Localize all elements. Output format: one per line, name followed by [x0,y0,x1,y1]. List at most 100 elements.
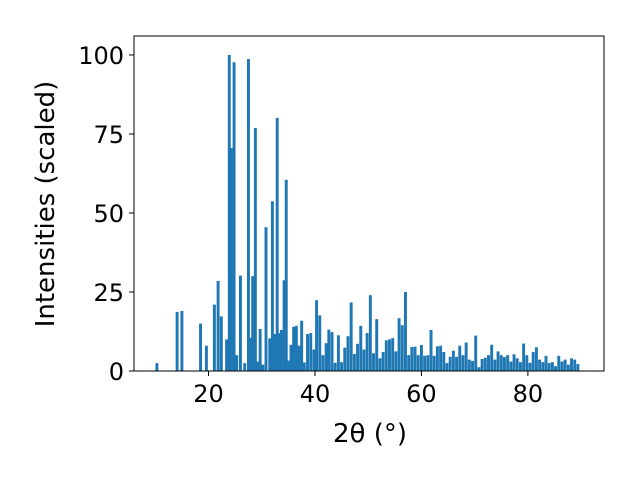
bar [352,353,356,371]
bar [365,333,369,371]
bar [426,355,430,371]
bar [518,362,522,371]
bar [282,280,286,371]
bar [528,362,532,371]
bar [550,362,554,371]
bar [496,351,500,371]
bar [264,227,268,371]
plot-frame [133,35,605,372]
bar [297,345,301,371]
bar [573,359,577,371]
bar [419,345,423,371]
bar [232,62,236,371]
bar [391,338,395,371]
bar [289,344,293,371]
bar [315,300,319,371]
bar [256,361,259,371]
bar [333,362,337,371]
bar [246,59,250,371]
bar [356,343,360,371]
bar [384,340,388,371]
bar [292,326,296,371]
bar [461,355,465,371]
bar [467,359,471,371]
y-tick-label: 100 [78,42,124,70]
bar [429,329,433,371]
bar [557,355,561,371]
bar [525,355,529,371]
bar [277,333,281,371]
bar [375,319,379,371]
bar [346,336,350,371]
bar [253,127,257,371]
bar [378,358,382,371]
bar [258,328,262,371]
bar [249,337,253,371]
bar [362,349,366,371]
bar [407,355,411,371]
bar [490,344,494,371]
bar [576,364,580,371]
bar [343,347,347,371]
bar [435,346,439,371]
bar [531,352,535,371]
bar [340,362,344,371]
bar [216,280,220,371]
bar [512,354,516,371]
bar [243,363,247,371]
bar [397,318,401,371]
bar [563,359,567,371]
bar [544,355,548,371]
bar [302,362,306,371]
bar [560,361,564,371]
bar [464,342,468,371]
x-axis-label: 2θ (°) [333,419,407,449]
bar [423,355,427,371]
bar [251,276,255,371]
bar [180,310,184,371]
bar [442,352,446,371]
bar [570,358,573,371]
bar [225,339,229,371]
bar [554,366,558,371]
bar [474,335,478,371]
bar [413,346,417,371]
bar [509,361,513,371]
x-tick-label: 80 [513,380,544,408]
bar [538,359,542,371]
bar [336,335,340,371]
bar [483,357,487,371]
bar [368,295,372,371]
bar [432,355,436,371]
bar [566,364,570,371]
y-tick-label: 25 [93,279,124,307]
bar [268,338,272,371]
bar [359,325,363,371]
bar [279,329,283,371]
bar [275,117,279,371]
bar [175,311,179,371]
bar [451,350,455,371]
bar [261,364,265,371]
bar [506,355,510,371]
bar [199,323,202,371]
bar [410,346,414,371]
bar [477,367,481,371]
bar [372,353,375,371]
bar [238,275,242,371]
bar [480,358,484,371]
bar [294,325,298,371]
bar [400,325,404,371]
bar [321,355,325,371]
bar [286,360,290,371]
bar [416,355,420,371]
bar [306,334,309,371]
bar [388,339,391,371]
bar [300,320,304,371]
bar [487,355,490,371]
x-tick-label: 20 [193,380,224,408]
bar [471,360,474,371]
bar [404,291,407,371]
x-tick-label: 60 [406,380,437,408]
